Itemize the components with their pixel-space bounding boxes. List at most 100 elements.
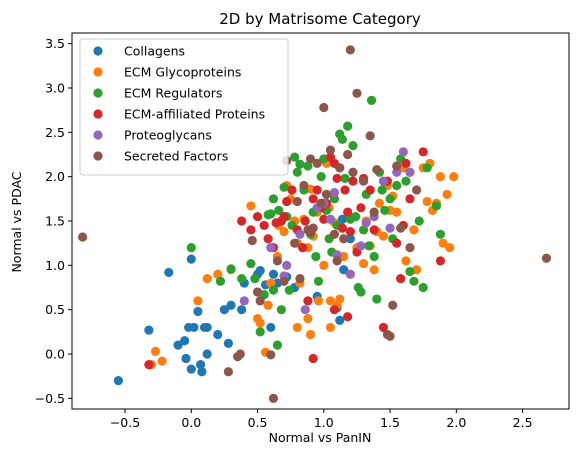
x-tick-label: 0.5 [248,415,268,430]
data-point [292,167,302,177]
y-tick-label: 3.5 [45,36,65,51]
x-tick-label: −0.5 [110,415,140,430]
data-point [335,163,345,173]
data-point [325,145,336,155]
data-point [300,305,310,315]
legend-marker [93,67,103,77]
data-point [348,176,358,186]
data-point [392,238,402,248]
data-point [401,158,411,168]
y-tick-label: 1.0 [45,258,65,273]
data-point [392,207,402,217]
data-point [325,296,336,306]
data-point [164,267,174,278]
data-point [268,269,279,279]
data-point [365,185,375,195]
data-point [358,258,369,269]
data-point [305,154,316,164]
legend-marker [93,109,103,119]
data-point [339,265,349,275]
data-point [263,234,273,244]
data-point [144,360,154,370]
legend-label: Proteoglycans [124,128,212,143]
data-point [321,189,332,199]
data-point [268,194,279,204]
data-point [401,256,411,266]
data-point [374,198,385,208]
data-point [247,235,257,246]
data-point [414,216,424,226]
data-point [405,266,415,277]
data-point [369,225,379,235]
data-point [287,185,297,195]
data-point [431,201,442,211]
data-point [266,322,276,333]
data-point [276,305,286,315]
data-point [180,336,190,346]
legend-label: ECM Glycoproteins [124,65,241,80]
data-point [193,306,203,317]
data-point [202,322,212,333]
data-point [255,296,265,306]
data-point [348,167,358,177]
data-point [385,331,395,341]
data-point [311,251,321,262]
legend-label: Secreted Factors [124,149,228,164]
data-point [113,376,123,386]
data-point [340,173,350,184]
data-point [335,294,345,304]
data-point [369,251,379,262]
data-point [246,225,256,235]
data-point [144,325,154,335]
points-layer [78,45,552,403]
data-point [266,350,276,360]
data-point [435,172,446,182]
data-point [298,243,308,253]
data-point [279,211,289,222]
ticks-layer: −0.5 0.0 0.5 1.0 1.5 2.0 2.5 −0.5 0.0 0.5 1.0 1.5 2.… [35,36,533,430]
data-point [343,121,353,131]
data-point [378,231,389,241]
data-point [181,353,191,364]
data-point [186,364,196,374]
data-point [345,234,355,244]
data-point [272,256,283,266]
data-point [409,225,419,235]
data-point [303,161,313,171]
data-point [332,173,342,184]
data-point [366,95,377,105]
data-point [405,243,415,253]
data-point [202,349,212,359]
data-point [325,214,336,224]
data-point [252,287,263,297]
data-point [365,131,375,141]
data-point [405,194,415,204]
data-point [312,185,322,195]
data-point [388,300,398,310]
data-point [300,216,310,226]
data-point [268,393,279,403]
data-point [358,176,369,186]
data-point [272,340,283,350]
data-point [303,296,313,306]
data-point [266,278,276,288]
legend-label: Collagens [124,44,185,59]
y-axis-label: Normal vs PDAC [9,171,24,272]
data-point [246,258,256,269]
data-point [372,294,382,304]
data-point [356,203,366,213]
data-point [396,274,406,284]
data-point [295,159,305,169]
data-point [290,152,300,162]
data-point [263,300,273,310]
data-point [150,346,161,356]
data-point [312,158,322,168]
data-point [157,356,167,366]
y-tick-label: −0.5 [35,391,65,406]
legend-marker [93,151,103,161]
data-point [385,194,395,204]
y-tick-label: 1.5 [45,214,65,229]
data-point [226,264,236,274]
data-point [449,172,459,182]
data-point [343,149,353,160]
